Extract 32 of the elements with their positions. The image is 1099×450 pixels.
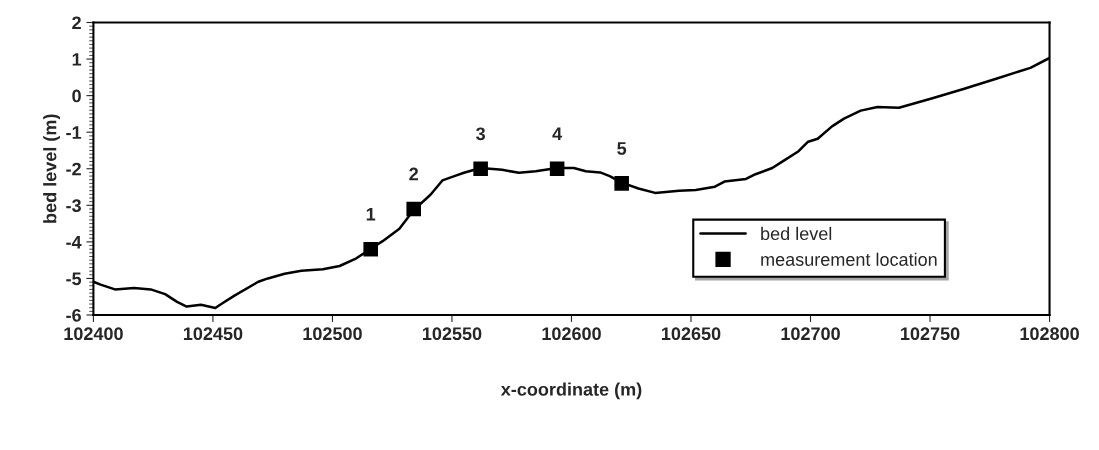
y-tick-label: 1 bbox=[72, 53, 82, 66]
y-tick-label: 2 bbox=[72, 16, 81, 30]
x-tick-label: 102650 bbox=[662, 327, 721, 341]
x-axis-title: x-coordinate (m) bbox=[500, 382, 642, 400]
annotation: 5 bbox=[617, 142, 627, 155]
x-tick-label: 102550 bbox=[422, 327, 482, 341]
x-tick-label: 102700 bbox=[781, 327, 840, 341]
y-tick-label: -6 bbox=[66, 308, 81, 322]
y-tick-label: -3 bbox=[66, 199, 81, 213]
y-tick-label: -5 bbox=[66, 272, 82, 286]
x-tick-label: 102800 bbox=[1020, 327, 1079, 341]
y-tick-label: -1 bbox=[66, 126, 82, 139]
x-tick-label: 102600 bbox=[542, 327, 601, 341]
y-tick-label: -4 bbox=[66, 236, 82, 249]
x-tick-label: 102450 bbox=[183, 327, 243, 341]
point bbox=[549, 161, 565, 177]
x-tick-label: 102500 bbox=[303, 327, 362, 341]
y-axis-title: bed level (m) bbox=[43, 114, 60, 223]
annotation: 4 bbox=[552, 127, 563, 140]
x-tick-label: 102750 bbox=[901, 327, 960, 341]
y-tick-label: 0 bbox=[72, 89, 81, 103]
point bbox=[614, 176, 629, 191]
x-tick-label: 102400 bbox=[64, 327, 123, 341]
point bbox=[473, 161, 488, 177]
annotation: 3 bbox=[476, 127, 486, 141]
legend-label: measurement location bbox=[761, 252, 937, 266]
annotation: 1 bbox=[366, 208, 376, 221]
y-tick-label: -2 bbox=[66, 162, 81, 176]
point bbox=[363, 241, 378, 257]
point bbox=[406, 201, 421, 217]
annotation: 2 bbox=[409, 167, 419, 181]
legend-label: bed level bbox=[761, 226, 832, 241]
